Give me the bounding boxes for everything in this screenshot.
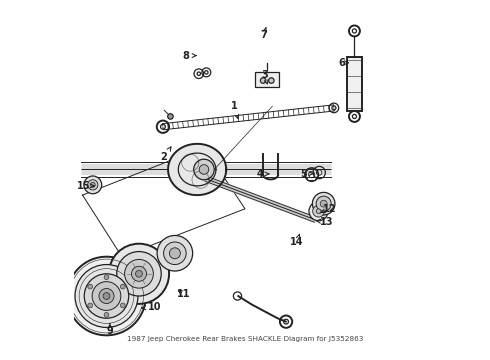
Text: 13: 13	[317, 217, 334, 227]
Circle shape	[260, 78, 266, 83]
Circle shape	[320, 200, 327, 207]
Circle shape	[309, 202, 328, 221]
Circle shape	[92, 282, 121, 310]
Text: 7: 7	[261, 27, 267, 40]
Circle shape	[124, 260, 153, 288]
Circle shape	[170, 248, 180, 259]
FancyBboxPatch shape	[347, 57, 362, 111]
Circle shape	[316, 196, 331, 211]
Circle shape	[67, 257, 146, 336]
Circle shape	[121, 303, 125, 308]
Text: 2: 2	[160, 147, 171, 162]
Circle shape	[117, 252, 161, 296]
Polygon shape	[168, 144, 226, 195]
Circle shape	[88, 303, 93, 308]
Text: 5: 5	[300, 168, 313, 179]
Circle shape	[131, 266, 147, 281]
FancyBboxPatch shape	[255, 72, 279, 87]
Circle shape	[168, 114, 173, 119]
Text: 11: 11	[177, 289, 191, 298]
Text: 12: 12	[320, 204, 337, 214]
Text: 15: 15	[77, 181, 94, 191]
Circle shape	[164, 242, 186, 265]
Circle shape	[316, 209, 321, 213]
Circle shape	[104, 312, 109, 317]
Text: 1: 1	[231, 101, 239, 118]
Text: 14: 14	[290, 234, 304, 247]
Circle shape	[99, 288, 114, 303]
Circle shape	[75, 265, 138, 328]
Circle shape	[157, 235, 193, 271]
Circle shape	[312, 192, 335, 215]
Circle shape	[109, 244, 169, 304]
Circle shape	[199, 165, 209, 174]
Text: 8: 8	[183, 51, 196, 60]
Text: 10: 10	[142, 302, 161, 312]
Text: 4: 4	[256, 169, 269, 179]
Circle shape	[269, 78, 274, 83]
Circle shape	[121, 284, 125, 289]
Text: 6: 6	[338, 58, 348, 68]
Circle shape	[103, 293, 110, 300]
Circle shape	[104, 275, 109, 280]
Circle shape	[88, 180, 98, 190]
Circle shape	[91, 183, 95, 187]
Circle shape	[313, 205, 324, 217]
Text: 1987 Jeep Cherokee Rear Brakes SHACKLE Diagram for J5352863: 1987 Jeep Cherokee Rear Brakes SHACKLE D…	[127, 336, 363, 342]
Text: 9: 9	[106, 323, 113, 336]
Circle shape	[194, 159, 214, 180]
Circle shape	[88, 284, 93, 289]
Circle shape	[136, 270, 143, 277]
Text: 3: 3	[262, 71, 268, 84]
Circle shape	[84, 274, 129, 318]
Circle shape	[84, 176, 102, 194]
